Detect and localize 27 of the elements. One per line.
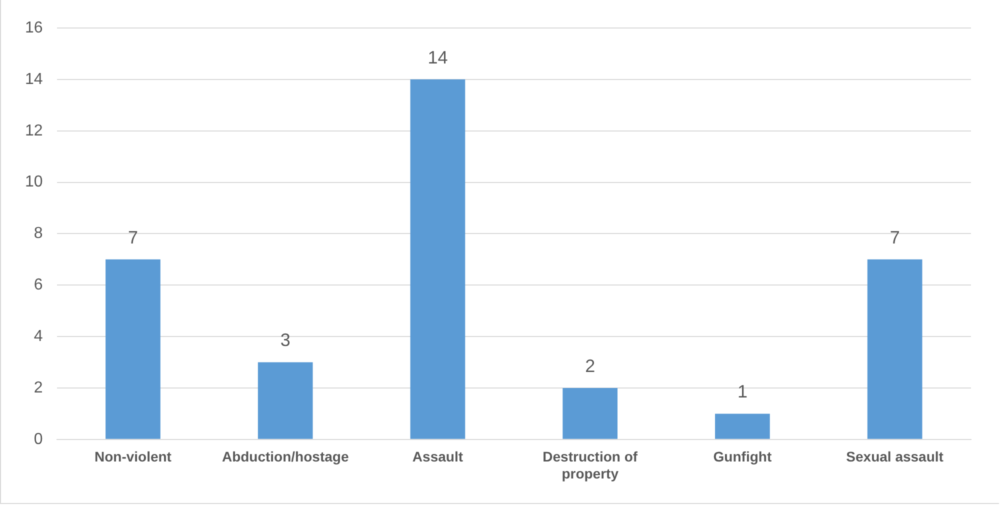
y-tick-label: 12 [25, 122, 43, 140]
y-tick-label: 8 [34, 225, 43, 242]
data-label: 3 [280, 330, 290, 350]
bar [867, 259, 922, 439]
data-label: 7 [128, 227, 138, 248]
bar [562, 388, 618, 439]
data-label: 2 [585, 356, 596, 376]
y-tick-label: 4 [34, 328, 43, 345]
y-tick-label: 0 [34, 430, 43, 448]
data-label: 7 [890, 227, 900, 248]
bar [258, 362, 313, 439]
bar [410, 79, 466, 439]
y-tick-label: 6 [34, 276, 43, 294]
bar [715, 414, 770, 439]
x-tick-label: Assault [412, 448, 464, 465]
y-tick-label: 14 [25, 70, 43, 88]
x-tick-label: Abduction/hostage [222, 448, 349, 465]
x-tick-label: Sexual assault [846, 448, 944, 465]
x-tick-label: Non-violent [94, 448, 172, 465]
data-label: 1 [737, 382, 748, 402]
y-tick-label: 16 [25, 19, 43, 36]
bar [106, 259, 160, 439]
x-tick-label: Destruction of property [542, 448, 638, 482]
y-tick-label: 2 [34, 379, 43, 396]
x-tick-label: Gunfight [713, 448, 772, 465]
y-tick-label: 10 [25, 174, 43, 191]
data-label: 14 [428, 47, 448, 68]
